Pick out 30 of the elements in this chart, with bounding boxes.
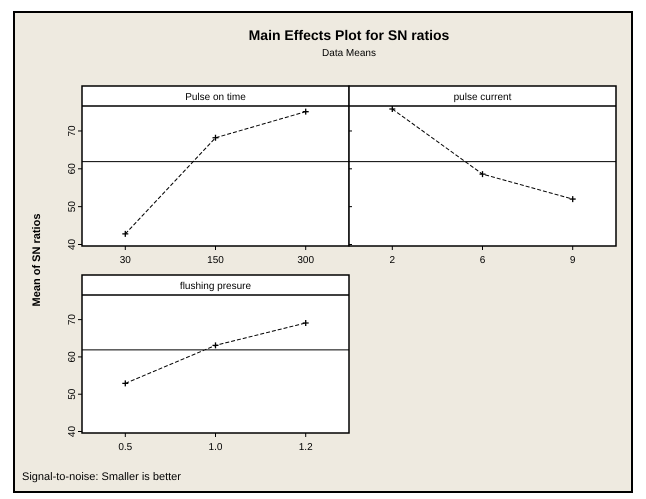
x-tick-label: 300 — [297, 255, 314, 266]
y-tick-label: 70 — [67, 314, 78, 326]
chart-subtitle: Data Means — [322, 48, 376, 59]
x-tick-label: 9 — [570, 255, 576, 266]
point — [302, 108, 310, 116]
y-tick-label: 60 — [67, 350, 78, 362]
chart-title: Main Effects Plot for SN ratios — [248, 27, 450, 43]
y-tick-label: 60 — [67, 162, 78, 174]
x-tick-label: 2 — [390, 255, 396, 266]
point — [212, 342, 220, 349]
text: Signal-to-noise: Smaller is better — [22, 471, 182, 483]
y-tick-label: 50 — [67, 200, 78, 212]
x-tick-label: 1.0 — [208, 442, 223, 453]
point — [302, 319, 310, 327]
point — [122, 230, 129, 238]
x-axis-title: Pulse on time — [185, 92, 246, 103]
y-tick-label: 50 — [67, 388, 78, 400]
y-tick-label: 70 — [67, 124, 78, 137]
x-tick-label: 6 — [480, 255, 486, 266]
point — [122, 380, 129, 388]
x-tick-label: 0.5 — [118, 442, 133, 453]
x-axis-title: pulse current — [454, 92, 512, 103]
x-axis-title: flushing presure — [180, 281, 252, 292]
y-axis-title: Mean of SN ratios — [31, 214, 43, 306]
y-tick-label: 40 — [67, 426, 78, 438]
x-tick-label: 150 — [207, 255, 224, 266]
x-tick-label: 1.2 — [298, 442, 314, 453]
point — [212, 134, 220, 142]
x-tick-label: 30 — [120, 255, 132, 266]
y-tick-label: 40 — [67, 238, 78, 250]
